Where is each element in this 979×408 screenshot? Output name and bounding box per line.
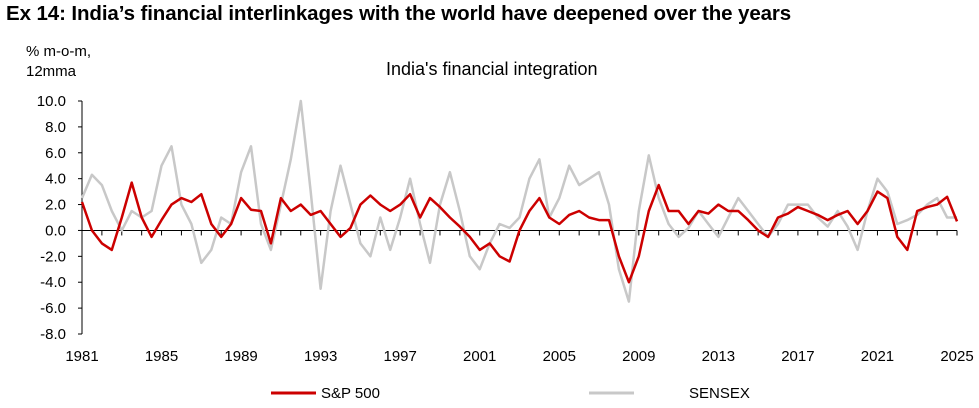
chart-title: India's financial integration <box>386 59 598 79</box>
exhibit-title: Ex 14: India’s financial interlinkages w… <box>6 2 792 25</box>
x-tick-label: 1981 <box>65 348 98 365</box>
legend-label: S&P 500 <box>321 385 380 402</box>
y-tick-label: 2.0 <box>45 197 66 214</box>
x-tick-label: 2013 <box>702 348 735 365</box>
series-layer <box>80 99 959 303</box>
x-tick-label: 1997 <box>383 348 416 365</box>
x-tick-labels: 1981 1985 1989 1993 1997 2001 2005 2009 2013 2017… <box>65 348 973 365</box>
x-tick-label: 1985 <box>145 348 178 365</box>
y-tick-labels: 10.0 8.0 6.0 4.0 2.0 0.0 -2.0 -4.0 -6.0 -8.0 <box>37 93 66 343</box>
x-tick-label: 2025 <box>940 348 973 365</box>
legend-label: SENSEX <box>689 385 750 402</box>
x-tick-label: 1989 <box>224 348 257 365</box>
y-axis-label-line-2: 12mma <box>26 63 77 80</box>
legend: S&P 500 SENSEX <box>271 385 750 402</box>
y-tick-label: -6.0 <box>40 300 66 317</box>
x-tick-label: 2021 <box>861 348 894 365</box>
x-tick-label: 2009 <box>622 348 655 365</box>
y-axis-label-line-1: % m-o-m, <box>26 43 91 60</box>
x-tick-label: 2005 <box>543 348 576 365</box>
y-tick-label: -2.0 <box>40 248 66 265</box>
x-tick-label: 2001 <box>463 348 496 365</box>
y-tick-label: 6.0 <box>45 145 66 162</box>
x-tick-label: 1993 <box>304 348 337 365</box>
y-tick-label: -4.0 <box>40 274 66 291</box>
y-tick-label: -8.0 <box>40 326 66 343</box>
y-tick-label: 4.0 <box>45 171 66 188</box>
y-tick-label: 10.0 <box>37 93 66 110</box>
series-line-sensex <box>80 99 957 303</box>
y-tick-label: 8.0 <box>45 119 66 136</box>
series-line-s-p-500 <box>80 181 959 284</box>
y-axis-label: % m-o-m, 12mma <box>26 42 91 82</box>
y-tick-label: 0.0 <box>45 222 66 239</box>
x-tick-label: 2017 <box>781 348 814 365</box>
